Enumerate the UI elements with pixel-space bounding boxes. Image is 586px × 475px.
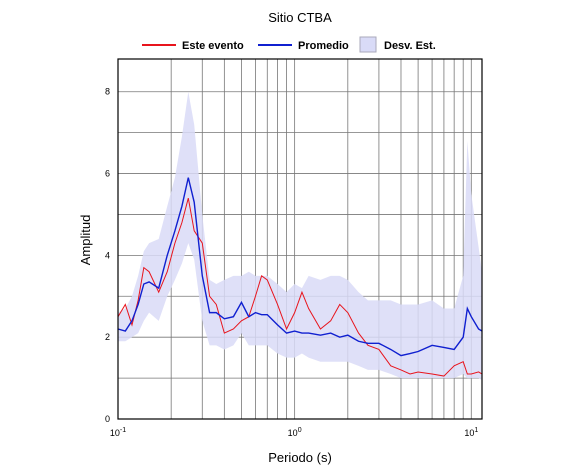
- x-tick-exponent: 1: [474, 427, 478, 434]
- y-tick-label: 6: [105, 169, 110, 179]
- x-tick-label: 101: [464, 427, 478, 438]
- x-tick-base: 10: [288, 428, 298, 438]
- x-tick-label: 10-1: [110, 427, 126, 438]
- legend-swatch: [359, 36, 377, 53]
- y-tick-label: 4: [105, 250, 110, 260]
- x-tick-base: 10: [464, 428, 474, 438]
- plot-frame: [117, 58, 483, 420]
- chart-title: Sitio CTBA: [268, 10, 332, 25]
- x-tick-label: 100: [288, 427, 302, 438]
- x-tick-exponent: 0: [298, 427, 302, 434]
- x-tick-exponent: -1: [120, 427, 126, 434]
- y-tick-label: 8: [105, 87, 110, 97]
- series-line: [117, 177, 483, 357]
- x-axis-label: Periodo (s): [268, 450, 332, 465]
- legend-label: Este evento: [182, 40, 244, 52]
- y-tick-label: 0: [105, 414, 110, 424]
- series-line: [117, 197, 483, 377]
- x-tick-base: 10: [110, 428, 120, 438]
- y-axis-label: Amplitud: [78, 215, 93, 266]
- legend-label: Promedio: [298, 40, 349, 52]
- legend-label: Desv. Est.: [384, 40, 436, 52]
- y-tick-label: 2: [105, 332, 110, 342]
